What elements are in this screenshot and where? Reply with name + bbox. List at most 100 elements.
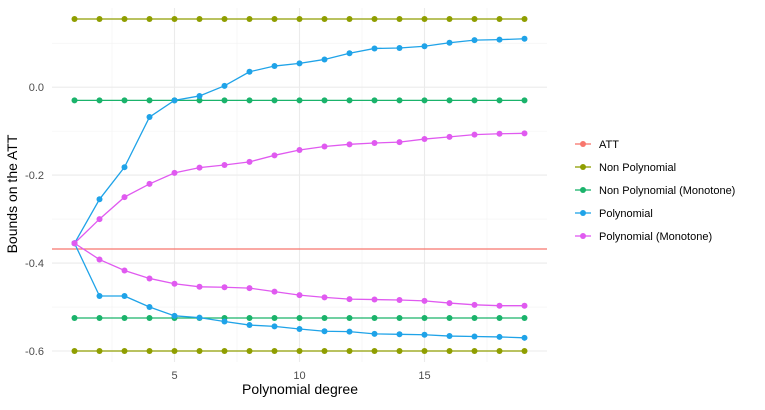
non-polynomial-upper-point <box>296 15 303 22</box>
x-axis-title: Polynomial degree <box>242 381 358 397</box>
polynomial-monotone-upper-point <box>246 158 253 165</box>
non-polynomial-monotone-lower-point <box>96 315 103 322</box>
non-polynomial-monotone-upper-point <box>96 97 103 104</box>
non-polynomial-lower-point <box>446 348 453 355</box>
y-tick-label: 0.0 <box>29 82 44 94</box>
polynomial-lower-point <box>471 333 478 340</box>
non-polynomial-upper-point <box>421 15 428 22</box>
non-polynomial-monotone-upper-point <box>446 97 453 104</box>
non-polynomial-monotone-upper-point <box>421 97 428 104</box>
polynomial-monotone-upper-point <box>146 180 153 187</box>
legend-key-point-polynomial-monotone <box>580 233 586 239</box>
legend-key-point-att <box>580 141 586 147</box>
non-polynomial-lower-point <box>246 348 253 355</box>
non-polynomial-monotone-lower-point <box>471 315 478 322</box>
non-polynomial-monotone-lower-point <box>321 315 328 322</box>
polynomial-upper-point <box>171 97 178 104</box>
polynomial-monotone-upper-point <box>171 169 178 176</box>
polynomial-lower-point <box>496 333 503 340</box>
legend-label-polynomial: Polynomial <box>599 208 653 220</box>
y-tick-label: -0.2 <box>25 170 44 182</box>
polynomial-lower-point <box>521 334 528 341</box>
polynomial-monotone-lower-point <box>196 283 203 290</box>
polynomial-upper-point <box>296 60 303 67</box>
non-polynomial-lower-point <box>321 348 328 355</box>
non-polynomial-upper-point <box>346 15 353 22</box>
polynomial-upper-point <box>121 164 128 171</box>
polynomial-monotone-lower-point <box>496 302 503 309</box>
polynomial-lower-point <box>421 331 428 338</box>
polynomial-upper-point <box>421 43 428 50</box>
polynomial-monotone-lower-point <box>146 275 153 282</box>
polynomial-upper-point <box>396 45 403 52</box>
non-polynomial-monotone-lower-point <box>496 315 503 322</box>
x-tick-label: 15 <box>418 370 430 382</box>
polynomial-monotone-upper-point <box>396 139 403 146</box>
non-polynomial-monotone-lower-point <box>296 315 303 322</box>
non-polynomial-upper-point <box>471 15 478 22</box>
non-polynomial-lower-point <box>296 348 303 355</box>
non-polynomial-upper-point <box>496 15 503 22</box>
y-tick-label: -0.4 <box>25 258 44 270</box>
polynomial-monotone-lower-point <box>121 267 128 274</box>
non-polynomial-lower-point <box>271 348 278 355</box>
polynomial-monotone-upper-point <box>121 194 128 201</box>
non-polynomial-monotone-lower-point <box>71 315 78 322</box>
polynomial-lower-point <box>396 331 403 338</box>
polynomial-monotone-lower-point <box>221 284 228 291</box>
non-polynomial-monotone-upper-point <box>146 97 153 104</box>
polynomial-monotone-upper-point <box>471 131 478 138</box>
x-tick-label: 10 <box>293 370 305 382</box>
polynomial-monotone-upper-point <box>221 161 228 168</box>
non-polynomial-upper-point <box>146 15 153 22</box>
polynomial-lower-point <box>346 328 353 335</box>
x-tick-label: 5 <box>171 370 177 382</box>
polynomial-monotone-upper-point <box>296 147 303 154</box>
non-polynomial-monotone-lower-point <box>371 315 378 322</box>
polynomial-monotone-lower-point <box>171 280 178 287</box>
non-polynomial-lower-point <box>421 348 428 355</box>
non-polynomial-monotone-upper-point <box>471 97 478 104</box>
polynomial-upper-point <box>96 196 103 203</box>
polynomial-monotone-upper-point <box>271 152 278 159</box>
non-polynomial-lower-point <box>171 348 178 355</box>
polynomial-monotone-upper-point <box>321 143 328 150</box>
polynomial-monotone-upper-point <box>521 130 528 137</box>
non-polynomial-upper-point <box>71 15 78 22</box>
non-polynomial-monotone-upper-point <box>121 97 128 104</box>
polynomial-upper-point <box>271 63 278 70</box>
non-polynomial-monotone-lower-point <box>521 315 528 322</box>
polynomial-monotone-lower-point <box>71 240 78 247</box>
polynomial-monotone-upper-point <box>421 136 428 143</box>
polynomial-monotone-lower-point <box>321 294 328 301</box>
polynomial-monotone-lower-point <box>471 301 478 308</box>
y-axis-ticks: -0.6 -0.4 -0.2 0.0 <box>25 82 44 358</box>
legend-label-att: ATT <box>599 139 619 151</box>
legend-label-non-polynomial-monotone: Non Polynomial (Monotone) <box>599 185 735 197</box>
non-polynomial-lower-point <box>471 348 478 355</box>
polynomial-upper-point <box>146 114 153 121</box>
polynomial-monotone-lower-point <box>96 256 103 263</box>
legend-label-non-polynomial: Non Polynomial <box>599 162 676 174</box>
polynomial-monotone-lower-point <box>296 292 303 299</box>
polynomial-monotone-lower-point <box>346 296 353 303</box>
non-polynomial-upper-point <box>121 15 128 22</box>
polynomial-upper-point <box>371 45 378 52</box>
non-polynomial-monotone-lower-point <box>146 315 153 322</box>
non-polynomial-monotone-upper-point <box>371 97 378 104</box>
non-polynomial-upper-point <box>371 15 378 22</box>
x-axis-ticks: 5 10 15 <box>171 370 430 382</box>
legend: ATT Non Polynomial Non Polynomial (Monoton… <box>575 139 735 243</box>
non-polynomial-monotone-lower-point <box>396 315 403 322</box>
polynomial-monotone-upper-point <box>196 164 203 171</box>
polynomial-lower-point <box>321 328 328 335</box>
non-polynomial-monotone-lower-point <box>421 315 428 322</box>
non-polynomial-monotone-lower-point <box>271 315 278 322</box>
non-polynomial-monotone-upper-point <box>521 97 528 104</box>
polynomial-lower-point <box>271 323 278 330</box>
non-polynomial-upper-point <box>396 15 403 22</box>
y-tick-label: -0.6 <box>25 346 44 358</box>
non-polynomial-lower-point <box>396 348 403 355</box>
polynomial-monotone-upper-point <box>446 133 453 140</box>
